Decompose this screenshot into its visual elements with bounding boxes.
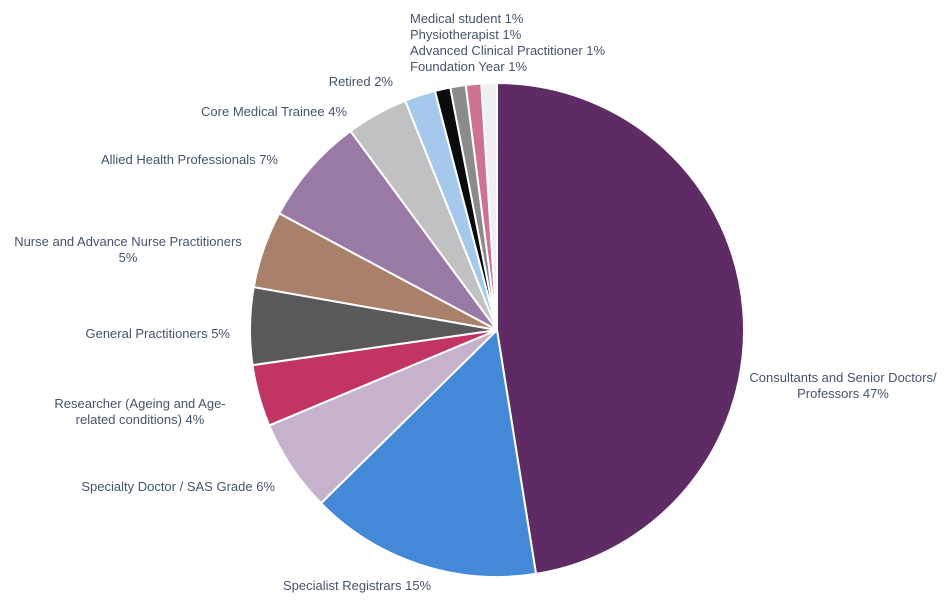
label-core-medical-trainee: Core Medical Trainee 4%: [201, 104, 347, 119]
label-retired: Retired 2%: [328, 74, 393, 89]
label-researcher-ageing: Researcher (Ageing and Age- related cond…: [54, 396, 226, 427]
label-foundation-year: Foundation Year 1%: [410, 59, 528, 74]
label-general-practitioners: General Practitioners 5%: [85, 326, 230, 341]
label-specialist-registrars: Specialist Registrars 15%: [283, 578, 432, 593]
label-consultants-and-senior-doctors: Consultants and Senior Doctors/ Professo…: [749, 370, 937, 401]
pie-slice-specialist-registrars: [319, 329, 538, 579]
pie-slice-foundation-year: [480, 82, 498, 331]
label-advanced-clinical-practitioner: Advanced Clinical Practitioner 1%: [410, 43, 606, 58]
label-nurse-and-advance-nurse-practitioners: Nurse and Advance Nurse Practitioners 5%: [14, 234, 242, 265]
label-allied-health-professionals: Allied Health Professionals 7%: [100, 152, 278, 167]
pie-slice-consultants-and-senior-doctors-professors: [496, 82, 746, 575]
pie-slice-allied-health-professionals: [278, 130, 498, 331]
label-medical-student: Medical student 1%: [410, 11, 524, 26]
label-specialty-doctor-sas-grade: Specialty Doctor / SAS Grade 6%: [81, 479, 275, 494]
label-physiotherapist: Physiotherapist 1%: [410, 27, 522, 42]
